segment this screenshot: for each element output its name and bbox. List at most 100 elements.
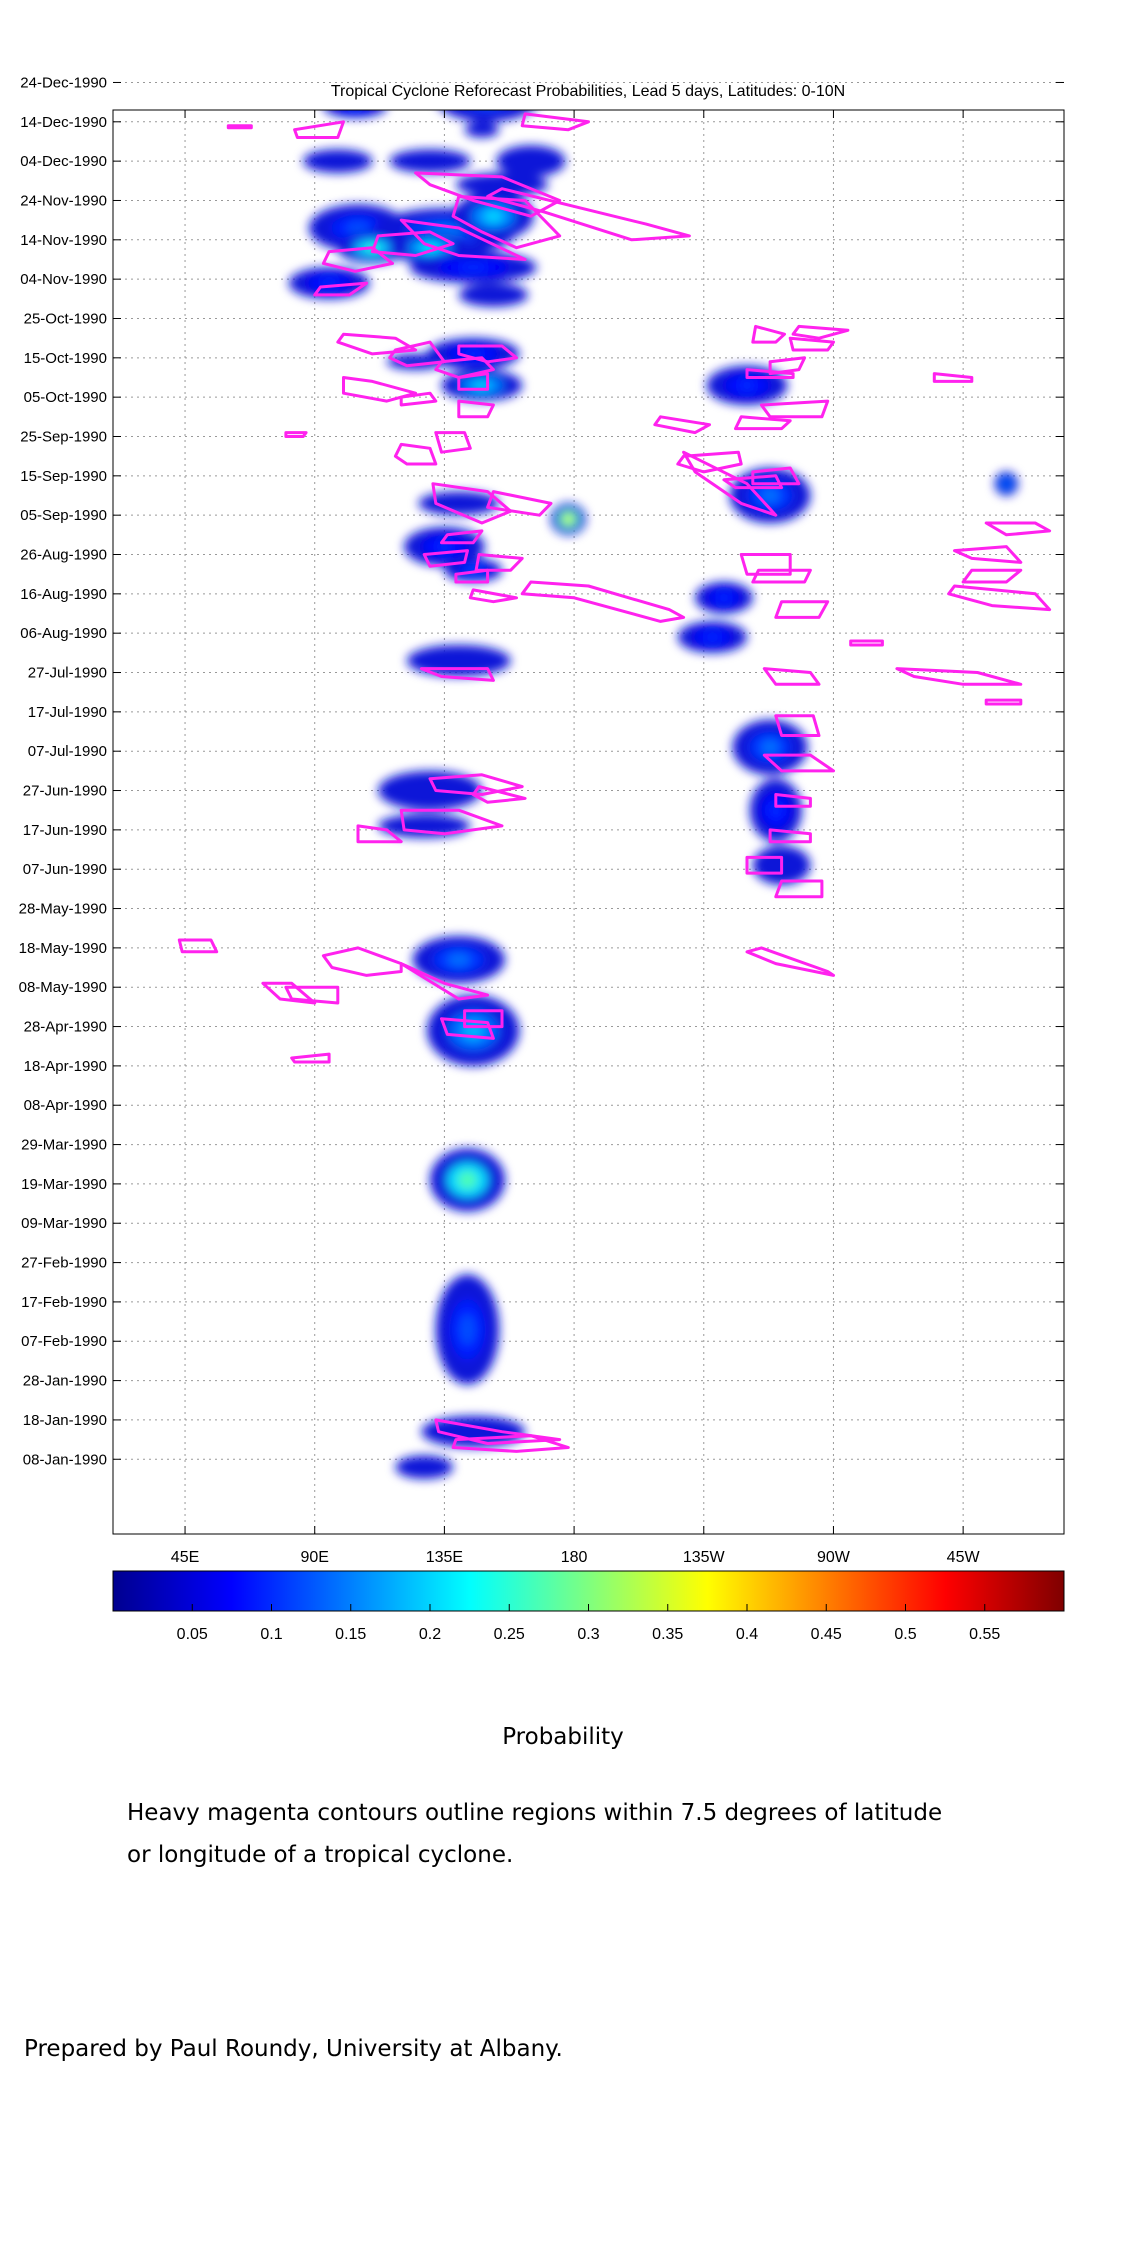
probability-blob-26-core xyxy=(447,953,471,967)
probability-blob-31 xyxy=(395,1455,454,1479)
probability-blob-13-core xyxy=(457,262,490,272)
cyclone-contour-66 xyxy=(774,879,824,899)
x-tick-label-5: 90W xyxy=(817,1549,851,1566)
cyclone-contour-52 xyxy=(653,415,711,435)
probability-blob-0 xyxy=(325,110,385,118)
colorbar-tick-label-2: 0.15 xyxy=(335,1626,366,1643)
y-axis-ticks: 08-Jan-1990 18-Jan-1990 28-Jan-1990 07-Feb-… xyxy=(19,74,1064,1468)
cyclone-contour-70 xyxy=(961,568,1023,584)
cyclone-contour-51 xyxy=(734,415,792,431)
cyclone-contour-34 xyxy=(356,824,403,844)
probability-blob-4 xyxy=(303,149,373,173)
cyclone-contour-12 xyxy=(388,340,446,368)
cyclone-contour-9 xyxy=(321,246,394,273)
cyclone-contour-18 xyxy=(457,399,495,419)
cyclone-contour-50 xyxy=(759,399,830,419)
x-axis-ticks: 45E 90E 135E 180 135W 90W 45W xyxy=(171,110,980,1566)
probability-blob-36-core xyxy=(760,739,780,755)
cyclone-contour-48 xyxy=(788,336,835,352)
x-tick-label-4: 135W xyxy=(683,1549,726,1566)
credit-line: Prepared by Paul Roundy, University at A… xyxy=(24,2036,563,2062)
contour-note-line-2: or longitude of a tropical cyclone. xyxy=(127,1842,514,1868)
colorbar-label: Probability xyxy=(502,1724,624,1750)
probability-blob-23 xyxy=(406,644,511,677)
cyclone-contour-62 xyxy=(762,753,835,773)
probability-blob-5 xyxy=(389,149,471,173)
colorbar-tick-label-8: 0.45 xyxy=(811,1626,842,1643)
y-tick-label-5: 27-Feb-1990 xyxy=(21,1255,107,1272)
cyclone-contour-69 xyxy=(953,545,1023,564)
y-tick-label-23: 26-Aug-1990 xyxy=(20,547,107,564)
cyclone-contour-30 xyxy=(419,667,495,682)
cyclone-contour-40 xyxy=(261,981,317,1005)
cyclone-contour-33 xyxy=(399,808,504,836)
probability-blob-6 xyxy=(496,145,566,177)
probability-blob-3 xyxy=(464,121,500,138)
probability-blob-30 xyxy=(421,1415,526,1448)
colorbar-tick-label-1: 0.1 xyxy=(260,1626,282,1643)
cyclone-contour-14 xyxy=(457,344,518,364)
y-tick-label-19: 17-Jul-1990 xyxy=(28,704,107,721)
cyclone-contour-25 xyxy=(422,549,469,568)
cyclone-contour-37 xyxy=(440,1017,495,1040)
y-tick-label-4: 17-Feb-1990 xyxy=(21,1294,107,1311)
probability-blob-35-core xyxy=(703,632,722,642)
cyclone-contour-67 xyxy=(745,946,835,977)
cyclone-contour-45 xyxy=(751,324,786,344)
cyclone-contour-54 xyxy=(722,474,784,490)
grid-lines xyxy=(113,81,1064,1534)
cyclone-contours xyxy=(177,112,1052,1453)
y-tick-label-33: 04-Dec-1990 xyxy=(20,153,107,170)
cyclone-contour-55 xyxy=(751,466,801,486)
x-tick-label-0: 45E xyxy=(171,1549,199,1566)
colorbar-tick-label-4: 0.25 xyxy=(494,1626,525,1643)
y-tick-label-2: 28-Jan-1990 xyxy=(23,1373,107,1390)
y-tick-label-15: 07-Jun-1990 xyxy=(23,861,107,878)
cyclone-contour-46 xyxy=(768,356,807,376)
probability-blob-17 xyxy=(386,353,445,370)
cyclone-contour-73 xyxy=(895,667,1023,686)
cyclone-contour-3 xyxy=(226,124,253,130)
cyclone-contour-35 xyxy=(321,946,403,977)
colorbar-tick-label-6: 0.35 xyxy=(652,1626,683,1643)
cyclone-contour-23 xyxy=(486,490,553,517)
y-tick-label-14: 28-May-1990 xyxy=(19,901,107,918)
cyclone-contour-39 xyxy=(177,938,219,954)
probability-blob-0-mid xyxy=(341,110,369,113)
probability-blob-28-core xyxy=(458,1171,477,1189)
cyclone-contour-6 xyxy=(451,195,562,250)
probability-field xyxy=(288,110,1018,1479)
colorbar-ticks: 0.05 0.1 0.15 0.2 0.25 0.3 0.35 0.4 0.45 0.5 0.55 xyxy=(177,1604,1000,1643)
cyclone-contour-7 xyxy=(399,218,527,261)
cyclone-contour-60 xyxy=(762,667,821,686)
cyclone-contour-64 xyxy=(768,828,812,844)
y-tick-label-29: 25-Oct-1990 xyxy=(24,310,107,327)
probability-blob-29-core xyxy=(459,1314,476,1345)
y-tick-label-32: 24-Nov-1990 xyxy=(20,192,107,209)
probability-blob-19 xyxy=(418,491,500,516)
cyclone-contour-58 xyxy=(739,553,792,576)
cyclone-contour-4 xyxy=(414,171,562,218)
y-tick-label-12: 08-May-1990 xyxy=(19,979,107,996)
y-tick-label-20: 27-Jul-1990 xyxy=(28,665,107,682)
colorbar-tick-label-10: 0.55 xyxy=(969,1626,1000,1643)
cyclone-contour-63 xyxy=(774,793,812,808)
cyclone-contour-28 xyxy=(468,588,518,604)
y-tick-label-26: 25-Sep-1990 xyxy=(20,428,107,445)
colorbar-tick-label-7: 0.4 xyxy=(736,1626,758,1643)
cyclone-contour-59 xyxy=(774,600,830,619)
y-tick-label-34: 14-Dec-1990 xyxy=(20,114,107,131)
cyclone-contour-65 xyxy=(745,855,784,875)
colorbar-tick-label-0: 0.05 xyxy=(177,1626,208,1643)
cyclone-contour-5 xyxy=(486,187,691,242)
probability-blob-39-core xyxy=(1003,480,1010,488)
cyclone-contour-74 xyxy=(984,698,1023,706)
probability-blob-34-core xyxy=(716,593,732,603)
y-tick-label-30: 04-Nov-1990 xyxy=(20,271,107,288)
plot-frame xyxy=(112,109,1065,1535)
cyclone-contour-49 xyxy=(745,368,795,379)
probability-blob-1 xyxy=(442,110,533,122)
cyclone-contour-22 xyxy=(431,482,513,525)
chart-title: Tropical Cyclone Reforecast Probabilitie… xyxy=(331,83,845,100)
